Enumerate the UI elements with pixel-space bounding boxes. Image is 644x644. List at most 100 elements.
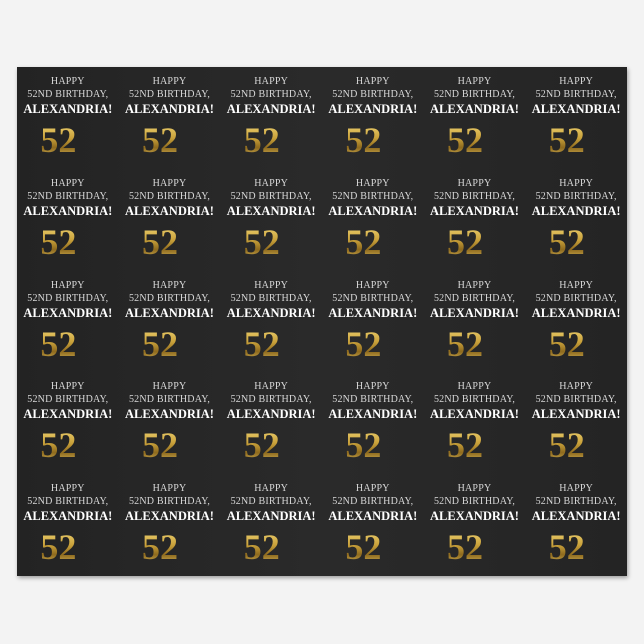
greeting-line: HAPPY bbox=[457, 483, 492, 495]
age-digits: 52 bbox=[447, 120, 484, 160]
greeting-line: HAPPY bbox=[152, 381, 187, 393]
birthday-line: 52ND BIRTHDAY, bbox=[230, 394, 312, 406]
age-suffix: nd bbox=[584, 128, 604, 147]
greeting-line: HAPPY bbox=[254, 279, 289, 291]
greeting-line: HAPPY bbox=[254, 381, 289, 393]
birthday-line: 52ND BIRTHDAY, bbox=[332, 89, 414, 100]
pattern-tile: HAPPY 52ND BIRTHDAY, ALEXANDRIA! 52nd bbox=[322, 169, 424, 271]
age-number: 52nd bbox=[142, 528, 197, 566]
age-number: 52nd bbox=[447, 223, 502, 261]
birthday-line: 52ND BIRTHDAY, bbox=[332, 496, 414, 508]
name-line: ALEXANDRIA! bbox=[23, 102, 113, 116]
age-number: 52nd bbox=[40, 325, 95, 363]
birthday-line: 52ND BIRTHDAY, bbox=[535, 394, 617, 406]
pattern-tile: HAPPY 52ND BIRTHDAY, ALEXANDRIA! 52nd bbox=[17, 474, 119, 576]
birthday-line: 52ND BIRTHDAY, bbox=[230, 496, 312, 508]
age-digits: 52 bbox=[40, 425, 77, 466]
age-digits: 52 bbox=[142, 221, 179, 262]
age-digits: 52 bbox=[243, 527, 280, 568]
pattern-tile: HAPPY 52ND BIRTHDAY, ALEXANDRIA! 52nd bbox=[424, 169, 526, 271]
age-number: 52nd bbox=[549, 223, 604, 261]
greeting-line: HAPPY bbox=[559, 76, 594, 87]
age-number: 52nd bbox=[244, 528, 299, 566]
age-number: 52nd bbox=[244, 426, 299, 464]
age-digits: 52 bbox=[40, 527, 77, 568]
wrapping-paper-sheet: HAPPY 52ND BIRTHDAY, ALEXANDRIA! 52nd HAPPY 5… bbox=[17, 67, 627, 576]
age-number: 52nd bbox=[40, 223, 95, 261]
pattern-tile: HAPPY 52ND BIRTHDAY, ALEXANDRIA! 52nd bbox=[220, 271, 322, 373]
age-digits: 52 bbox=[548, 323, 585, 364]
age-suffix: nd bbox=[76, 229, 96, 249]
greeting-line: HAPPY bbox=[559, 483, 594, 495]
age-suffix: nd bbox=[279, 128, 299, 147]
age-number: 52nd bbox=[40, 528, 95, 566]
age-number: 52nd bbox=[447, 121, 502, 159]
name-line: ALEXANDRIA! bbox=[430, 203, 519, 218]
birthday-line: 52ND BIRTHDAY, bbox=[433, 394, 516, 406]
greeting-line: HAPPY bbox=[50, 483, 85, 495]
greeting-line: HAPPY bbox=[152, 177, 187, 189]
age-suffix: nd bbox=[483, 535, 502, 555]
name-line: ALEXANDRIA! bbox=[531, 203, 621, 218]
name-line: ALEXANDRIA! bbox=[328, 509, 418, 524]
name-line: ALEXANDRIA! bbox=[125, 203, 214, 218]
name-line: ALEXANDRIA! bbox=[226, 102, 316, 116]
birthday-line: 52ND BIRTHDAY, bbox=[128, 292, 211, 304]
pattern-tile: HAPPY 52ND BIRTHDAY, ALEXANDRIA! 52nd bbox=[525, 372, 627, 474]
age-suffix: nd bbox=[584, 433, 604, 453]
birthday-line: 52ND BIRTHDAY, bbox=[230, 292, 312, 304]
age-number: 52nd bbox=[447, 528, 502, 566]
age-suffix: nd bbox=[483, 128, 502, 147]
age-suffix: nd bbox=[76, 433, 96, 453]
pattern-tile: HAPPY 52ND BIRTHDAY, ALEXANDRIA! 52nd bbox=[424, 67, 526, 169]
birthday-line: 52ND BIRTHDAY, bbox=[128, 89, 211, 100]
birthday-line: 52ND BIRTHDAY, bbox=[433, 190, 516, 202]
age-number: 52nd bbox=[345, 426, 400, 464]
greeting-line: HAPPY bbox=[355, 76, 390, 87]
age-digits: 52 bbox=[40, 221, 77, 262]
age-digits: 52 bbox=[447, 425, 484, 466]
birthday-line: 52ND BIRTHDAY, bbox=[27, 190, 109, 202]
name-line: ALEXANDRIA! bbox=[328, 102, 418, 116]
age-number: 52nd bbox=[244, 121, 299, 159]
age-suffix: nd bbox=[178, 433, 197, 453]
age-digits: 52 bbox=[243, 120, 280, 160]
birthday-line: 52ND BIRTHDAY, bbox=[128, 190, 211, 202]
birthday-line: 52ND BIRTHDAY, bbox=[128, 394, 211, 406]
birthday-line: 52ND BIRTHDAY, bbox=[433, 496, 516, 508]
name-line: ALEXANDRIA! bbox=[430, 407, 519, 422]
pattern-tile: HAPPY 52ND BIRTHDAY, ALEXANDRIA! 52nd bbox=[220, 372, 322, 474]
age-suffix: nd bbox=[178, 331, 197, 351]
age-suffix: nd bbox=[584, 229, 604, 249]
pattern-tile: HAPPY 52ND BIRTHDAY, ALEXANDRIA! 52nd bbox=[17, 67, 119, 169]
age-digits: 52 bbox=[345, 527, 382, 568]
greeting-line: HAPPY bbox=[50, 76, 85, 87]
birthday-line: 52ND BIRTHDAY, bbox=[332, 190, 414, 202]
pattern-tile: HAPPY 52ND BIRTHDAY, ALEXANDRIA! 52nd bbox=[220, 169, 322, 271]
greeting-line: HAPPY bbox=[457, 279, 492, 291]
pattern-tile: HAPPY 52ND BIRTHDAY, ALEXANDRIA! 52nd bbox=[322, 67, 424, 169]
birthday-line: 52ND BIRTHDAY, bbox=[535, 190, 617, 202]
pattern-tile: HAPPY 52ND BIRTHDAY, ALEXANDRIA! 52nd bbox=[322, 271, 424, 373]
age-digits: 52 bbox=[40, 120, 77, 160]
name-line: ALEXANDRIA! bbox=[125, 407, 214, 422]
greeting-line: HAPPY bbox=[254, 177, 289, 189]
age-digits: 52 bbox=[447, 221, 484, 262]
age-suffix: nd bbox=[381, 331, 401, 351]
pattern-tile: HAPPY 52ND BIRTHDAY, ALEXANDRIA! 52nd bbox=[119, 67, 221, 169]
greeting-line: HAPPY bbox=[50, 177, 85, 189]
age-number: 52nd bbox=[345, 325, 400, 363]
age-suffix: nd bbox=[584, 535, 604, 555]
age-digits: 52 bbox=[142, 527, 179, 568]
pattern-tile: HAPPY 52ND BIRTHDAY, ALEXANDRIA! 52nd bbox=[525, 271, 627, 373]
name-line: ALEXANDRIA! bbox=[125, 102, 214, 116]
birthday-line: 52ND BIRTHDAY, bbox=[27, 394, 109, 406]
age-number: 52nd bbox=[40, 426, 95, 464]
age-digits: 52 bbox=[243, 425, 280, 466]
age-suffix: nd bbox=[178, 229, 197, 249]
age-suffix: nd bbox=[381, 433, 401, 453]
age-digits: 52 bbox=[345, 221, 382, 262]
name-line: ALEXANDRIA! bbox=[531, 509, 621, 524]
name-line: ALEXANDRIA! bbox=[23, 509, 113, 524]
pattern-tile: HAPPY 52ND BIRTHDAY, ALEXANDRIA! 52nd bbox=[424, 271, 526, 373]
